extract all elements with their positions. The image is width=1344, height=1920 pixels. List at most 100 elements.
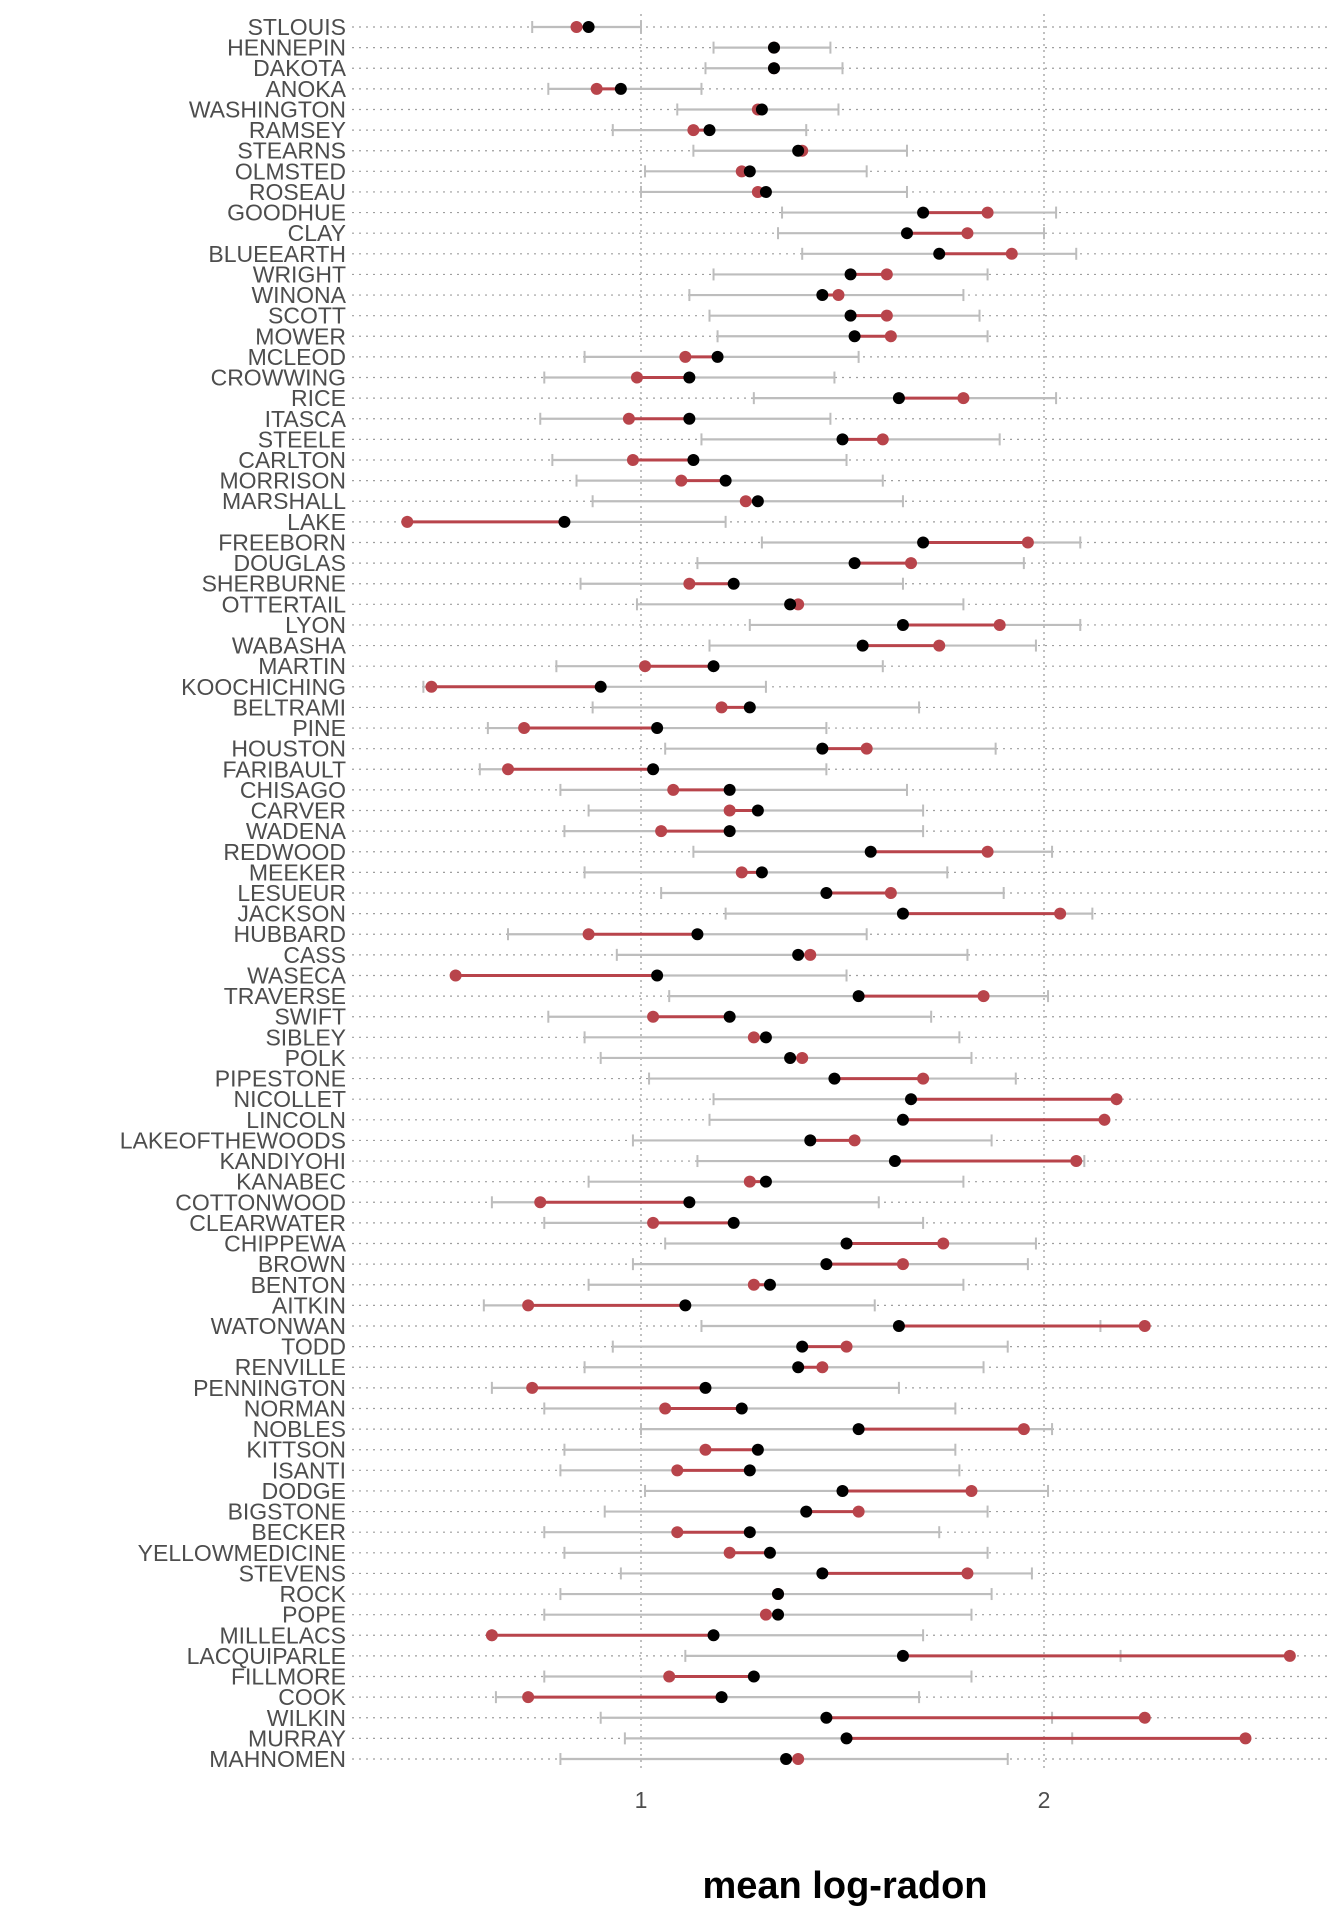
county-label-pine: PINE: [292, 715, 346, 741]
county-label-brown: BROWN: [258, 1251, 346, 1277]
county-label-kittson: KITTSON: [246, 1437, 346, 1463]
observed-point-chippewa: [937, 1237, 950, 1250]
estimate-point-millelacs: [707, 1629, 720, 1642]
observed-point-lesueur: [884, 887, 897, 899]
observed-point-fillmore: [663, 1670, 676, 1683]
county-label-winona: WINONA: [251, 282, 346, 308]
estimate-point-ramsey: [703, 124, 716, 137]
county-label-wabasha: WABASHA: [232, 633, 347, 659]
county-label-jackson: JACKSON: [237, 901, 346, 927]
county-label-yellowmedicine: YELLOWMEDICINE: [138, 1540, 346, 1566]
estimate-point-cass: [792, 948, 805, 961]
county-label-bigstone: BIGSTONE: [228, 1499, 346, 1525]
estimate-point-kittson: [751, 1443, 764, 1456]
observed-point-swift: [647, 1010, 660, 1023]
county-label-lesueur: LESUEUR: [237, 880, 346, 906]
observed-point-scott: [880, 309, 893, 322]
estimate-point-wright: [844, 268, 857, 281]
estimate-point-pipestone: [828, 1072, 841, 1085]
estimate-point-sherburne: [727, 577, 740, 590]
estimate-point-watonwan: [892, 1320, 905, 1332]
estimate-point-kandiyohi: [888, 1155, 901, 1168]
estimate-point-olmsted: [743, 165, 756, 178]
observed-point-cook: [522, 1691, 535, 1704]
estimate-point-pope: [772, 1608, 785, 1621]
estimate-point-lakeofthewoods: [804, 1134, 817, 1147]
observed-point-redwood: [981, 845, 994, 858]
county-label-wilkin: WILKIN: [267, 1705, 346, 1731]
estimate-point-itasca: [683, 412, 696, 425]
county-label-chippewa: CHIPPEWA: [224, 1231, 346, 1257]
observed-point-hubbard: [582, 928, 595, 941]
estimate-point-carver: [751, 804, 764, 817]
estimate-point-nobles: [852, 1423, 865, 1436]
county-label-nicollet: NICOLLET: [234, 1086, 346, 1112]
estimate-point-marshall: [751, 495, 764, 508]
county-label-wadena: WADENA: [246, 818, 347, 844]
estimate-point-lincoln: [896, 1113, 909, 1126]
observed-point-lincoln: [1098, 1113, 1111, 1126]
estimate-point-scott: [844, 309, 857, 322]
observed-point-sherburne: [683, 577, 696, 590]
estimate-point-rice: [892, 392, 905, 405]
estimate-point-wadena: [723, 825, 736, 838]
estimate-point-blueearth: [933, 247, 946, 260]
estimate-point-cook: [715, 1691, 728, 1704]
observed-point-pope: [759, 1608, 772, 1621]
county-label-cook: COOK: [278, 1684, 346, 1710]
estimate-point-mower: [848, 330, 861, 343]
county-label-fillmore: FILLMORE: [231, 1664, 346, 1690]
estimate-point-pine: [651, 722, 664, 735]
county-label-faribault: FARIBAULT: [222, 756, 346, 782]
county-label-scott: SCOTT: [268, 303, 346, 329]
observed-point-brown: [896, 1258, 909, 1271]
estimate-point-traverse: [852, 990, 865, 1003]
county-label-chisago: CHISAGO: [240, 777, 346, 803]
estimate-point-morrison: [719, 474, 732, 487]
observed-point-clearwater: [647, 1216, 660, 1229]
county-label-anoka: ANOKA: [265, 76, 346, 102]
county-label-martin: MARTIN: [258, 653, 346, 679]
estimate-point-stearns: [792, 144, 805, 157]
observed-point-norman: [659, 1402, 672, 1415]
estimate-point-yellowmedicine: [763, 1546, 776, 1559]
estimate-point-benton: [763, 1278, 776, 1291]
observed-point-stevens: [961, 1567, 974, 1580]
observed-point-kandiyohi: [1070, 1155, 1083, 1168]
connector-segments: [407, 25, 1290, 1761]
observed-point-nicollet: [1110, 1093, 1123, 1106]
estimate-point-clay: [900, 227, 913, 240]
estimate-point-freeborn: [917, 536, 930, 549]
county-label-mower: MOWER: [255, 323, 346, 349]
estimate-point-norman: [735, 1402, 748, 1415]
observed-point-isanti: [671, 1464, 684, 1477]
county-label-meeker: MEEKER: [249, 859, 346, 885]
observed-point-meeker: [735, 866, 748, 879]
estimate-point-anoka: [614, 82, 627, 95]
observed-point-murray: [1239, 1732, 1252, 1745]
estimate-point-ottertail: [784, 598, 797, 611]
estimate-point-swift: [723, 1010, 736, 1023]
county-label-hubbard: HUBBARD: [234, 921, 346, 947]
estimate-point-dakota: [767, 62, 780, 75]
county-label-lake: LAKE: [287, 509, 346, 535]
estimate-point-beltrami: [743, 701, 756, 714]
county-label-goodhue: GOODHUE: [227, 200, 346, 226]
observed-point-freeborn: [1021, 536, 1034, 549]
observed-point-wabasha: [933, 639, 946, 652]
estimate-point-crowwing: [683, 371, 696, 384]
county-label-douglas: DOUGLAS: [234, 550, 346, 576]
county-label-lyon: LYON: [285, 612, 346, 638]
county-label-pope: POPE: [282, 1602, 346, 1628]
county-label-olmsted: OLMSTED: [235, 158, 346, 184]
observed-point-chisago: [667, 783, 680, 796]
county-label-itasca: ITASCA: [265, 406, 347, 432]
county-label-stevens: STEVENS: [239, 1560, 346, 1586]
county-label-freeborn: FREEBORN: [218, 529, 346, 555]
county-label-clearwater: CLEARWATER: [189, 1210, 346, 1236]
observed-point-bigstone: [852, 1505, 865, 1518]
observed-point-rice: [957, 392, 970, 405]
county-label-morrison: MORRISON: [220, 468, 347, 494]
county-label-cottonwood: COTTONWOOD: [175, 1189, 346, 1215]
county-label-murray: MURRAY: [248, 1725, 346, 1751]
